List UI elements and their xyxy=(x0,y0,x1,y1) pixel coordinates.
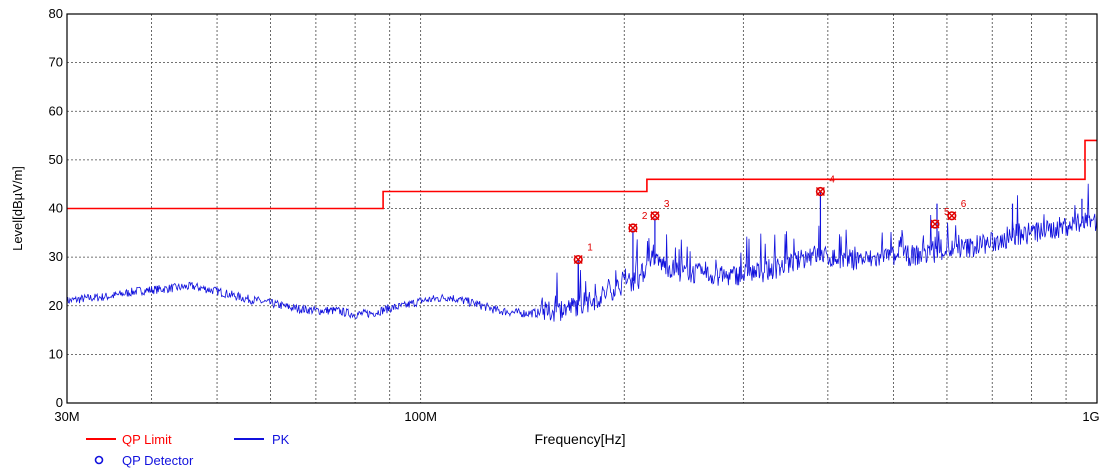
x-tick-label: 1G xyxy=(1082,409,1099,424)
y-tick-label: 80 xyxy=(49,6,63,21)
series-line-pk xyxy=(66,183,1098,322)
peak-marker-label: 5 xyxy=(944,207,950,218)
y-tick-label: 50 xyxy=(49,152,63,167)
series-lines xyxy=(66,139,1098,322)
y-axis-ticks: 0 10 20 30 40 50 60 70 80 xyxy=(49,6,63,410)
peak-marker: 1 xyxy=(573,243,593,265)
series-line-qp-limit xyxy=(67,139,1097,210)
x-axis-label: Frequency[Hz] xyxy=(534,431,625,447)
y-tick-label: 0 xyxy=(56,395,63,410)
peak-marker-cross xyxy=(650,211,660,221)
legend-label: QP Detector xyxy=(122,453,194,468)
peak-marker: 4 xyxy=(815,174,835,197)
peak-marker-label: 1 xyxy=(587,243,593,254)
legend-label: QP Limit xyxy=(122,432,172,447)
plot-frame xyxy=(66,13,1098,404)
peak-marker-circle xyxy=(930,219,940,229)
y-tick-label: 20 xyxy=(49,298,63,313)
peak-marker-circle xyxy=(628,223,638,233)
peak-marker-label: 2 xyxy=(642,211,648,222)
peak-marker: 5 xyxy=(930,207,950,229)
peak-markers: 1 2 3 4 56 xyxy=(573,174,967,265)
x-axis-ticks: 30M 100M 1G xyxy=(54,409,1099,424)
peak-marker-cross xyxy=(628,223,638,233)
peak-marker-circle xyxy=(947,211,957,221)
peak-marker-circle xyxy=(815,186,826,197)
y-tick-label: 30 xyxy=(49,249,63,264)
legend: QP Limit PK QP Detector xyxy=(86,432,290,468)
peak-marker-circle xyxy=(650,211,660,221)
peak-marker-cross xyxy=(930,219,940,229)
legend-entry-pk: PK xyxy=(234,432,290,447)
peak-marker-circle xyxy=(573,254,583,265)
peak-marker: 2 xyxy=(628,211,648,233)
peak-marker-cross xyxy=(815,186,825,196)
peak-marker: 6 xyxy=(947,199,967,221)
peak-marker-label: 6 xyxy=(961,199,967,210)
x-tick-label: 100M xyxy=(404,409,437,424)
legend-swatch xyxy=(94,455,104,465)
y-tick-label: 70 xyxy=(49,55,63,70)
peak-marker-label: 3 xyxy=(664,199,670,210)
peak-marker-cross xyxy=(573,255,583,265)
y-axis-label: Level[dBµV/m] xyxy=(10,166,25,251)
y-tick-label: 10 xyxy=(49,346,63,361)
x-tick-label: 30M xyxy=(54,409,79,424)
grid xyxy=(67,14,1097,403)
y-tick-label: 40 xyxy=(49,201,63,216)
peak-marker-cross xyxy=(947,211,957,221)
legend-label: PK xyxy=(272,432,290,447)
legend-entry-qp-limit: QP Limit xyxy=(86,432,172,447)
legend-entry-qp-detector: QP Detector xyxy=(94,453,194,468)
y-tick-label: 60 xyxy=(49,103,63,118)
peak-marker: 3 xyxy=(650,199,670,221)
peak-marker-label: 4 xyxy=(829,174,835,185)
